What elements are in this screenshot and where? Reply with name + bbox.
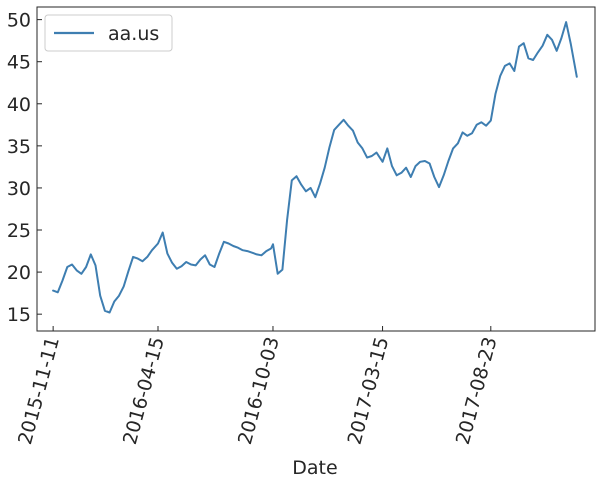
plot-frame [36, 6, 596, 332]
y-tick-label-40: 40 [7, 94, 31, 116]
y-axis: 15 20 25 30 35 40 45 50 [7, 10, 42, 326]
x-axis-title: Date [292, 457, 337, 479]
legend-label-aa-us: aa.us [108, 23, 159, 45]
legend: aa.us [44, 14, 173, 52]
x-tick-label-2017-08-23: 2017-08-23 [452, 335, 502, 447]
plot-area-border [36, 6, 596, 332]
x-tick-label-2017-03-15: 2017-03-15 [344, 335, 394, 447]
y-tick-label-15: 15 [7, 304, 31, 326]
y-tick-label-35: 35 [7, 136, 31, 158]
legend-box [44, 14, 173, 52]
y-tick-label-50: 50 [7, 10, 31, 32]
y-tick-label-20: 20 [7, 262, 31, 284]
x-tick-label-2015-11-11: 2015-11-11 [14, 335, 64, 447]
series-layer [52, 21, 578, 314]
x-tick-label-2016-10-03: 2016-10-03 [234, 335, 284, 447]
x-axis: 2015-11-11 2016-04-15 2016-10-03 2017-03-15… [14, 326, 502, 447]
y-tick-label-30: 30 [7, 178, 31, 200]
series-line-aa-us [52, 21, 578, 314]
y-tick-label-45: 45 [7, 52, 31, 74]
y-tick-label-25: 25 [7, 220, 31, 242]
x-tick-label-2016-04-15: 2016-04-15 [119, 335, 169, 447]
